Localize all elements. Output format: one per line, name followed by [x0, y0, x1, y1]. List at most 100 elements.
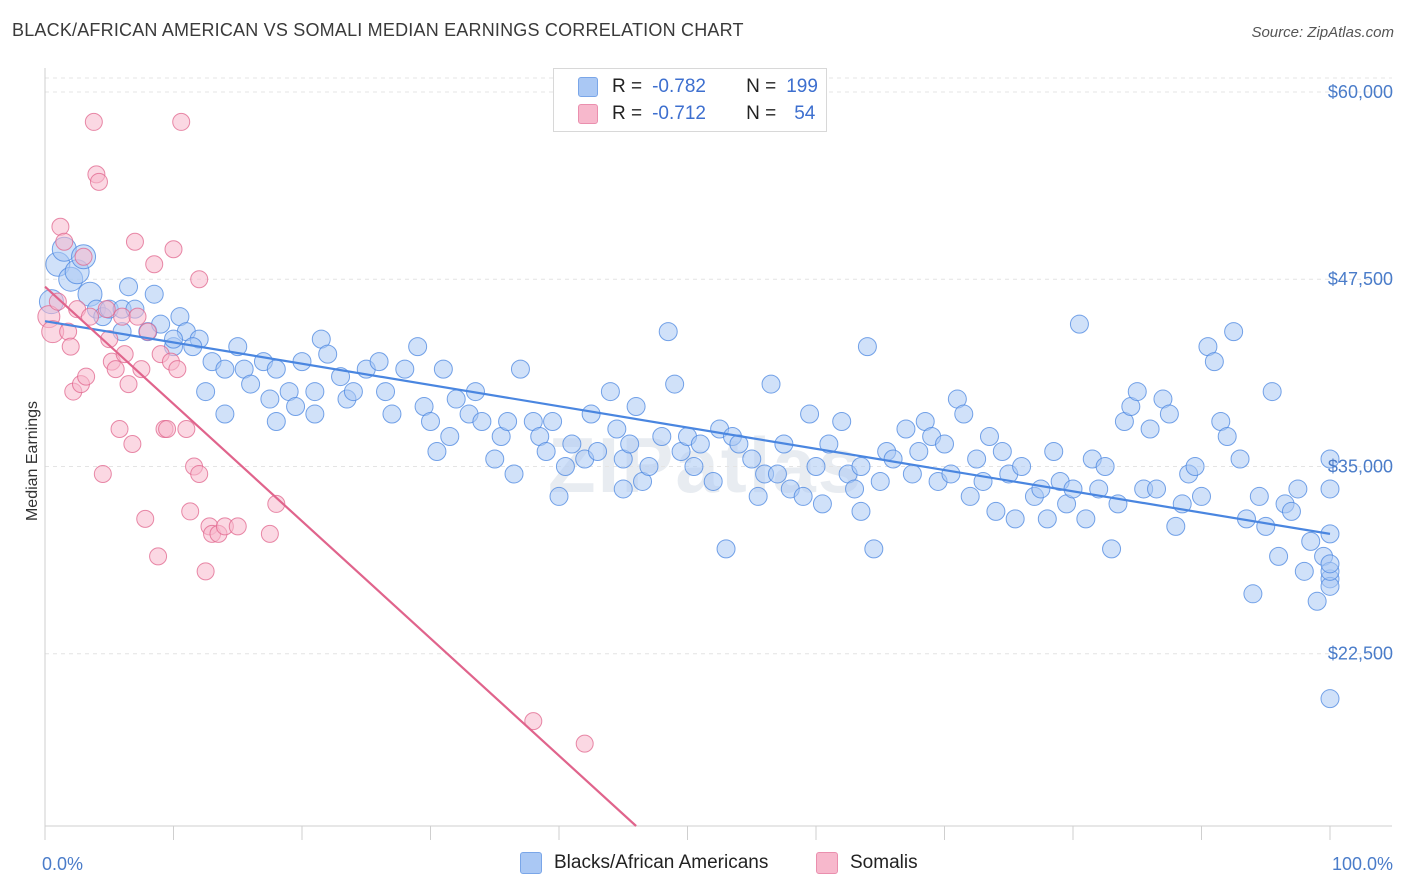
point-blacks [549, 486, 569, 506]
series-blacks-points [38, 236, 1340, 709]
point-somalis [55, 232, 74, 251]
point-somalis [74, 247, 93, 266]
point-blacks [870, 471, 890, 491]
point-blacks [1037, 509, 1057, 529]
point-somalis [575, 734, 594, 753]
point-somalis [113, 307, 132, 326]
point-blacks [793, 486, 813, 506]
point-blacks [498, 412, 518, 432]
point-somalis [93, 464, 112, 483]
point-blacks [1262, 382, 1282, 402]
y-tick-label: $22,500 [1328, 644, 1393, 664]
point-blacks [1044, 441, 1064, 461]
point-blacks [703, 471, 723, 491]
point-somalis [110, 420, 129, 439]
point-blacks [286, 397, 306, 417]
point-blacks [369, 352, 389, 372]
point-blacks [851, 501, 871, 521]
point-blacks [690, 434, 710, 454]
point-somalis [228, 517, 247, 536]
point-blacks [883, 449, 903, 469]
point-blacks [119, 277, 139, 297]
point-blacks [1288, 479, 1308, 499]
source-credit: Source: ZipAtlas.com [1251, 24, 1394, 41]
point-somalis [158, 420, 177, 439]
legend-swatch-somalis [578, 104, 598, 124]
legend-swatch-blacks [520, 852, 542, 874]
point-somalis [97, 300, 116, 319]
point-blacks [266, 412, 286, 432]
point-blacks [376, 382, 396, 402]
point-blacks [588, 441, 608, 461]
tick-labels: $22,500 $35,000 $47,500 $60,000 0.0% 100.0% [42, 82, 1393, 874]
point-blacks [382, 404, 402, 424]
legend-n-value: 199 [786, 76, 818, 97]
point-blacks [1102, 539, 1122, 559]
point-blacks [1159, 404, 1179, 424]
y-tick-label: $35,000 [1328, 456, 1393, 476]
point-blacks [1320, 554, 1340, 574]
point-blacks [806, 456, 826, 476]
point-somalis [149, 547, 168, 566]
point-blacks [408, 337, 428, 357]
point-blacks [1320, 479, 1340, 499]
point-blacks [986, 501, 1006, 521]
point-blacks [421, 412, 440, 432]
point-somalis [77, 367, 96, 386]
point-blacks [485, 449, 505, 469]
point-blacks [215, 359, 235, 379]
point-blacks [144, 284, 164, 304]
point-blacks [433, 359, 453, 379]
point-blacks [1320, 689, 1340, 709]
point-somalis [136, 509, 155, 528]
point-blacks [1243, 584, 1263, 604]
point-blacks [1249, 486, 1269, 506]
point-blacks [658, 322, 678, 342]
point-blacks [600, 382, 620, 402]
point-blacks [164, 329, 183, 349]
point-blacks [992, 441, 1012, 461]
point-blacks [1307, 591, 1327, 611]
point-blacks [954, 404, 974, 424]
point-somalis [145, 255, 164, 274]
point-blacks [819, 434, 839, 454]
point-blacks [748, 486, 768, 506]
point-blacks [562, 434, 582, 454]
point-somalis [177, 420, 196, 439]
point-blacks [1089, 479, 1109, 499]
point-blacks [472, 412, 492, 432]
point-blacks [1140, 419, 1160, 439]
point-blacks [1256, 516, 1276, 536]
point-somalis [132, 360, 151, 379]
point-somalis [84, 112, 103, 131]
point-blacks [613, 479, 633, 499]
point-somalis [164, 240, 183, 259]
x-tick-label: 100.0% [1332, 854, 1393, 874]
point-blacks [832, 412, 852, 432]
trend-line-somalis [44, 285, 637, 827]
legend-r-label: R = [612, 76, 643, 97]
point-blacks [395, 359, 415, 379]
point-blacks [857, 337, 877, 357]
point-blacks [1185, 456, 1205, 476]
point-blacks [960, 486, 980, 506]
point-blacks [318, 344, 338, 364]
point-blacks [1063, 479, 1083, 499]
legend-n-label: N = [746, 76, 777, 97]
point-blacks [440, 427, 460, 447]
point-blacks [1281, 501, 1301, 521]
point-blacks [331, 367, 351, 387]
point-blacks [581, 404, 601, 424]
series-somalis-points [37, 112, 594, 753]
point-blacks [767, 464, 787, 484]
point-blacks [446, 389, 466, 409]
point-blacks [555, 456, 575, 476]
point-blacks [1204, 352, 1224, 372]
point-blacks [196, 382, 216, 402]
point-blacks [1166, 516, 1186, 536]
y-axis-label: Median Earnings [24, 401, 41, 521]
point-blacks [543, 412, 563, 432]
point-blacks [800, 404, 820, 424]
legend-r-value: -0.712 [652, 103, 706, 124]
point-somalis [51, 217, 70, 236]
